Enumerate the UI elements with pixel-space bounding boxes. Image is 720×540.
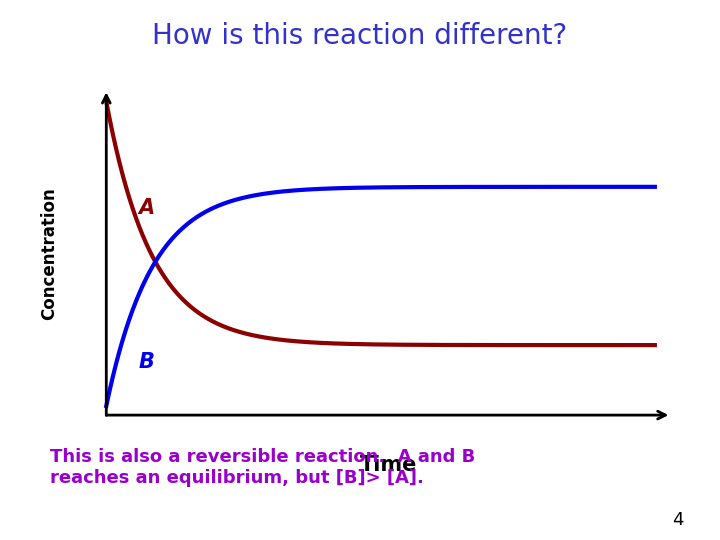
Text: A: A xyxy=(138,198,154,218)
Text: This is also a reversible reaction.  A and B
reaches an equilibrium, but [B]> [A: This is also a reversible reaction. A an… xyxy=(50,448,476,487)
Text: B: B xyxy=(138,352,154,372)
Text: Concentration: Concentration xyxy=(40,187,58,320)
Text: 4: 4 xyxy=(672,511,684,529)
Text: How is this reaction different?: How is this reaction different? xyxy=(153,22,567,50)
Text: Time: Time xyxy=(360,455,418,475)
